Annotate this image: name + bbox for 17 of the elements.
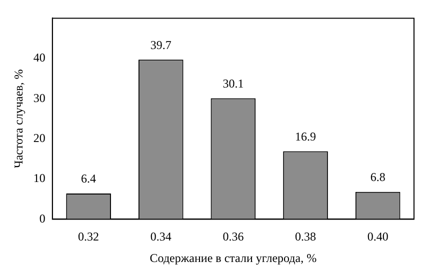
x-tick-label: 0.40 <box>367 230 388 244</box>
data-label: 39.7 <box>150 38 172 52</box>
y-tick-label: 20 <box>33 130 46 145</box>
data-label: 16.9 <box>295 129 316 144</box>
y-tick-label: 40 <box>33 50 46 65</box>
data-label: 6.4 <box>81 172 96 186</box>
x-axis-title: Содержание в стали углерода, % <box>150 250 317 265</box>
x-tick-label: 0.38 <box>295 230 316 244</box>
x-tick-label: 0.36 <box>222 230 244 244</box>
y-tick-label: 0 <box>39 211 46 226</box>
y-tick-label: 10 <box>33 171 46 186</box>
data-label: 6.8 <box>370 170 386 184</box>
y-tick-label: 30 <box>33 90 46 105</box>
x-tick-label: 0.34 <box>150 230 172 244</box>
y-axis-title: Частота случаев, % <box>11 69 26 168</box>
data-label: 30.1 <box>222 76 244 90</box>
x-tick-label: 0.32 <box>78 230 100 244</box>
